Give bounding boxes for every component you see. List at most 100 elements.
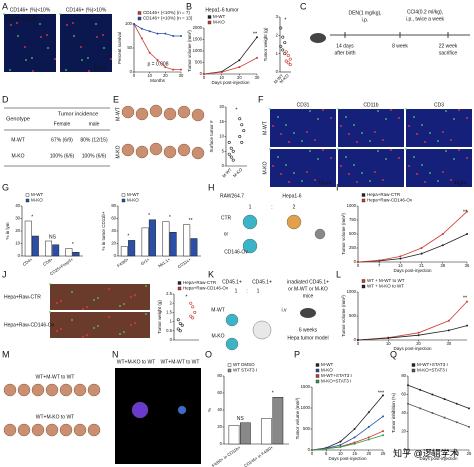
table-cell: 80% (12/15)	[80, 137, 108, 143]
panel-text: M-KO	[115, 145, 121, 158]
stain	[31, 57, 33, 59]
panel-text: 1	[235, 288, 238, 294]
table-header: Genotype	[6, 116, 30, 122]
point	[420, 252, 423, 255]
legend-label: M-WT+STAT3 I	[321, 373, 352, 378]
stain	[429, 172, 431, 174]
panel-text: WT+M-KO to WT	[117, 359, 155, 365]
y-tick-label: 50	[127, 45, 132, 50]
panel-label: F	[258, 94, 264, 104]
panel-text: or M-WT or M-KO	[288, 286, 328, 292]
table-header: Female	[54, 121, 71, 127]
stain	[314, 179, 316, 181]
panel-label: O	[205, 349, 212, 359]
table-cell: M-KO	[11, 153, 24, 159]
y-tick-label: 0	[114, 253, 117, 258]
x-tick-label: 15	[442, 451, 447, 456]
stain	[288, 141, 290, 143]
x-tick-label: M-KO	[232, 166, 244, 178]
point	[367, 425, 370, 428]
table-cell: M-WT	[11, 137, 25, 143]
legend-label: M-KO	[31, 198, 43, 203]
bar	[72, 252, 80, 257]
legend-label: M-WT	[127, 192, 139, 197]
stain	[437, 140, 439, 142]
bar	[162, 221, 170, 257]
point	[468, 407, 470, 410]
y-tick-label: 80	[401, 373, 406, 378]
point	[353, 436, 356, 439]
stain	[272, 165, 274, 167]
tumor	[31, 423, 45, 437]
series-line	[357, 233, 468, 263]
tumor	[73, 383, 87, 397]
y-axis-label: Tumor volume (mm³)	[295, 397, 300, 439]
stain	[348, 173, 350, 175]
y-tick-label: 0	[220, 441, 223, 446]
point	[455, 402, 458, 405]
stain	[345, 116, 347, 118]
icon	[177, 405, 187, 415]
stain	[424, 141, 426, 143]
stain	[49, 283, 51, 285]
stain	[337, 148, 339, 150]
panel-text: M-WT	[211, 307, 225, 313]
point	[133, 23, 135, 25]
bar	[183, 224, 191, 257]
icon	[131, 401, 149, 419]
point	[286, 53, 290, 57]
panel-text: 50μm	[94, 65, 107, 71]
panel-text: CCl4(0.2 ml/kg),	[407, 9, 443, 15]
y-tick-label: 60	[111, 216, 116, 221]
x-tick-label: 0	[133, 73, 136, 78]
legend-swatch	[25, 198, 30, 203]
stain	[445, 150, 447, 152]
y-axis-label: Tumor volume (mm³)	[341, 213, 346, 255]
y-tick-label: 40	[217, 407, 222, 412]
point	[353, 428, 356, 430]
legend-swatch	[227, 368, 232, 373]
y-axis-label: Percent survival	[117, 32, 122, 64]
y-tick-label: 40	[15, 203, 20, 208]
legend-label: M-KO	[127, 198, 139, 203]
panel-text: i.p.	[362, 17, 369, 23]
point	[176, 327, 180, 331]
stain	[46, 34, 48, 36]
icon	[225, 337, 239, 351]
panel-text: WT+M-WT to WT	[36, 374, 75, 380]
tumor	[87, 383, 101, 397]
stain	[280, 173, 282, 175]
tumor	[191, 108, 205, 122]
stain	[119, 333, 121, 335]
tumor	[149, 104, 163, 118]
stain	[330, 117, 332, 119]
tumor	[177, 105, 191, 119]
y-axis-label: % in lym	[5, 222, 10, 239]
y-tick-label: 60	[401, 392, 406, 397]
stain	[56, 302, 58, 304]
stain	[130, 296, 132, 298]
x-tick-label: 10	[338, 451, 343, 456]
y-axis-label: Tumor volume (mm³)	[187, 30, 192, 72]
panel-label: G	[2, 182, 9, 192]
legend-swatch	[227, 363, 232, 367]
stain	[272, 125, 274, 127]
stain	[32, 70, 34, 72]
legend-label: M-WT	[321, 362, 333, 367]
panel-text: RAW264.7	[220, 193, 244, 199]
x-tick-label: 10	[147, 73, 152, 78]
legend-label: WT DMSO	[233, 362, 255, 367]
stain	[269, 108, 271, 110]
stain	[382, 179, 384, 181]
stain	[134, 294, 136, 296]
y-tick-label: 10	[15, 241, 20, 246]
point	[382, 434, 384, 437]
stain	[3, 13, 5, 15]
point	[325, 447, 328, 450]
y-tick-label: 15	[219, 119, 224, 124]
y-tick-label: 0	[18, 253, 21, 258]
series-line	[357, 325, 468, 341]
x-tick-label: 0	[407, 451, 410, 456]
